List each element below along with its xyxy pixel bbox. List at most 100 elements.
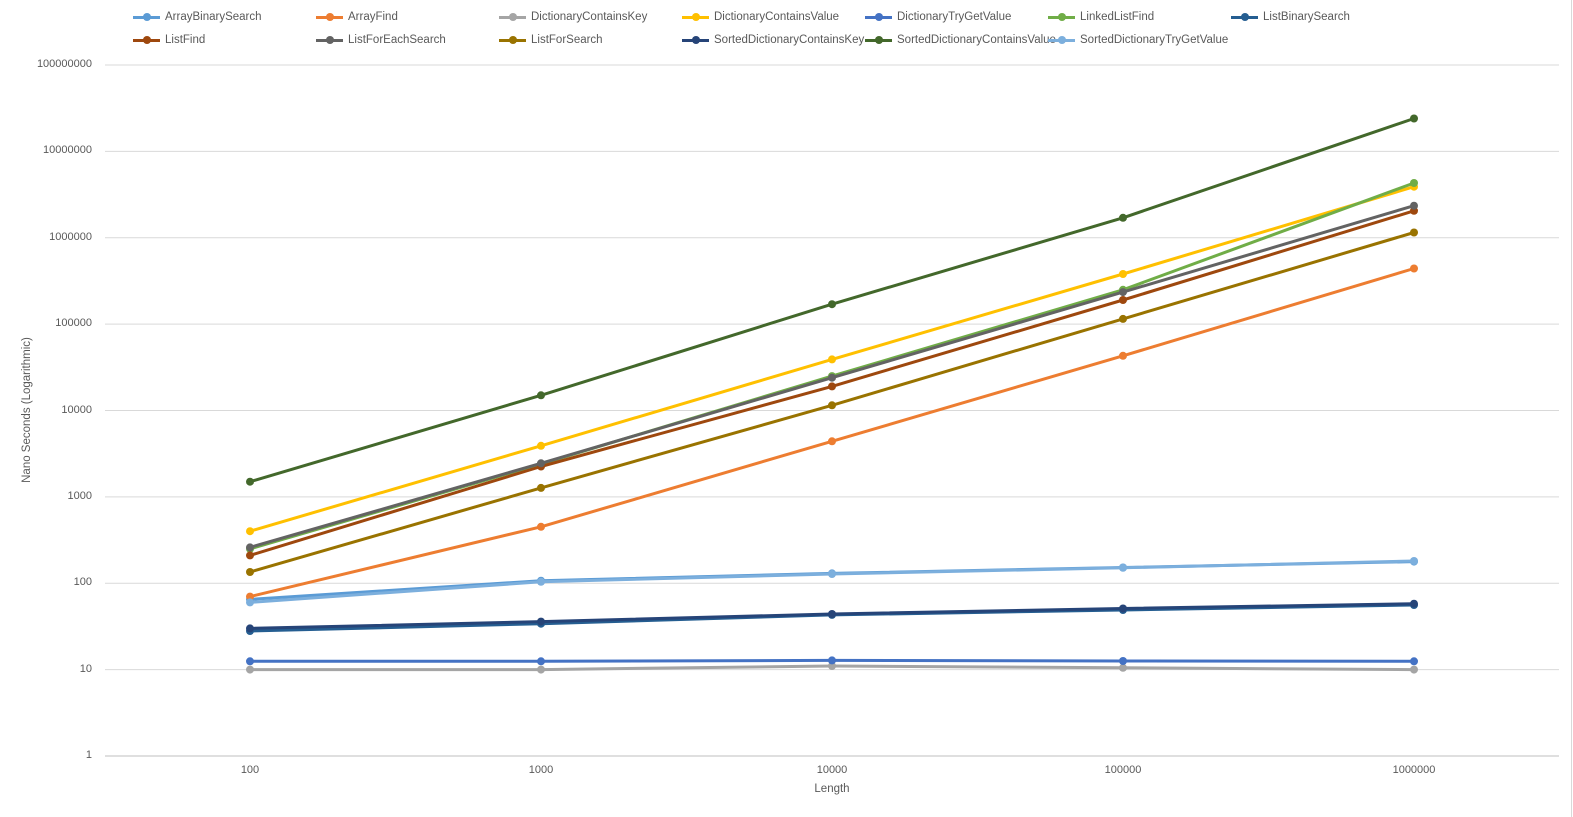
legend-dot-icon: [142, 13, 151, 21]
data-point-ListForEachSearch-1000000: [1410, 201, 1418, 210]
data-point-ListFind-100000: [1119, 296, 1127, 304]
series-line-ArrayFind[interactable]: [248, 267, 1416, 599]
x-tick-label-100000: 100000: [1104, 764, 1142, 776]
data-point-DictionaryContainsValue-1000: [537, 441, 545, 450]
data-point-DictionaryContainsKey-100: [246, 665, 254, 674]
data-point-SortedDictionaryContainsValue-100000: [1119, 213, 1127, 222]
legend-item-SortedDictionaryTryGetValue[interactable]: SortedDictionaryTryGetValue: [1048, 30, 1231, 50]
x-tick-label-10000: 10000: [816, 764, 848, 776]
legend-item-SortedDictionaryContainsValue[interactable]: SortedDictionaryContainsValue: [865, 30, 1056, 50]
series-line-ArrayBinarySearch[interactable]: [248, 560, 1416, 601]
legend-item-LinkedListFind[interactable]: LinkedListFind: [1048, 7, 1231, 27]
legend-line-marker-icon: [1048, 13, 1075, 21]
data-point-ListForSearch-10000: [828, 401, 836, 410]
legend-label: ListForSearch: [531, 34, 603, 46]
y-tick-label-1000: 1000: [67, 489, 92, 502]
legend-dot-icon: [874, 36, 883, 44]
legend-line-marker-icon: [133, 36, 160, 44]
data-point-ListForEachSearch-10000: [828, 373, 836, 382]
legend-dot-icon: [691, 36, 700, 44]
legend-item-DictionaryContainsValue[interactable]: DictionaryContainsValue: [682, 7, 865, 27]
data-point-SortedDictionaryContainsKey-1000000: [1410, 599, 1418, 608]
legend-item-ListFind[interactable]: ListFind: [133, 30, 316, 50]
y-tick-label-10: 10: [79, 662, 92, 675]
data-point-SortedDictionaryContainsKey-10000: [828, 610, 836, 618]
y-tick-label-100000: 100000: [55, 317, 92, 330]
legend-item-ListBinarySearch[interactable]: ListBinarySearch: [1231, 7, 1414, 27]
data-point-DictionaryContainsKey-10000: [828, 662, 836, 670]
legend-line-marker-icon: [316, 36, 343, 44]
legend-item-ListForEachSearch[interactable]: ListForEachSearch: [316, 30, 499, 50]
legend-dot-icon: [508, 36, 517, 44]
data-point-ListForSearch-100: [246, 568, 254, 576]
legend-label: DictionaryContainsKey: [531, 11, 648, 23]
legend-item-ArrayFind[interactable]: ArrayFind: [316, 7, 499, 27]
data-point-LinkedListFind-1000000: [1410, 179, 1418, 187]
legend-label: DictionaryContainsValue: [714, 11, 840, 23]
legend-dot-icon: [1240, 13, 1249, 21]
legend-line-marker-icon: [499, 36, 526, 44]
legend-line-marker-icon: [865, 36, 892, 44]
legend-dot-icon: [325, 36, 334, 44]
legend-label: SortedDictionaryTryGetValue: [1080, 34, 1229, 46]
data-point-ListForSearch-1000000: [1410, 228, 1418, 237]
data-point-ArrayFind-100000: [1119, 351, 1127, 360]
data-point-SortedDictionaryContainsKey-100: [246, 624, 254, 633]
legend-line-marker-icon: [133, 13, 160, 21]
data-point-DictionaryTryGetValue-100000: [1119, 657, 1127, 665]
legend-item-DictionaryTryGetValue[interactable]: DictionaryTryGetValue: [865, 7, 1048, 27]
data-point-ArrayFind-10000: [828, 437, 836, 446]
data-point-ListForSearch-1000: [537, 483, 545, 492]
data-point-ListFind-10000: [828, 382, 836, 391]
legend-line-marker-icon: [682, 36, 709, 44]
legend-item-SortedDictionaryContainsKey[interactable]: SortedDictionaryContainsKey: [682, 30, 865, 50]
legend-dot-icon: [325, 13, 334, 21]
data-point-SortedDictionaryContainsKey-100000: [1119, 604, 1127, 613]
data-point-DictionaryTryGetValue-10000: [828, 656, 836, 665]
legend-label: ArrayFind: [348, 11, 398, 23]
legend-line-marker-icon: [1048, 36, 1075, 44]
legend-item-ArrayBinarySearch[interactable]: ArrayBinarySearch: [133, 7, 316, 27]
data-point-DictionaryContainsKey-100000: [1119, 663, 1127, 672]
data-point-ListForEachSearch-100: [246, 543, 254, 552]
legend-dot-icon: [1057, 36, 1066, 44]
data-point-ListForEachSearch-1000: [537, 459, 545, 468]
y-tick-label-100000000: 100000000: [36, 58, 92, 70]
legend-item-DictionaryContainsKey[interactable]: DictionaryContainsKey: [499, 7, 682, 27]
legend-line-marker-icon: [499, 13, 526, 21]
series-line-SortedDictionaryContainsValue[interactable]: [248, 117, 1416, 484]
data-point-SortedDictionaryTryGetValue-1000000: [1410, 557, 1418, 565]
data-point-DictionaryContainsValue-100: [246, 527, 254, 536]
data-point-ListForSearch-100000: [1119, 314, 1127, 323]
legend-line-marker-icon: [682, 13, 709, 21]
data-point-SortedDictionaryContainsValue-10000: [828, 300, 836, 309]
legend-label: ListFind: [165, 34, 206, 46]
data-point-ListForEachSearch-100000: [1119, 288, 1127, 297]
data-point-DictionaryContainsValue-10000: [828, 355, 836, 364]
legend-label: SortedDictionaryContainsValue: [897, 34, 1056, 46]
data-point-SortedDictionaryContainsKey-1000: [537, 617, 545, 626]
data-point-ArrayFind-100: [246, 592, 254, 601]
data-point-DictionaryTryGetValue-100: [246, 657, 254, 666]
y-tick-label-10000000: 10000000: [43, 144, 92, 157]
data-point-ArrayFind-1000000: [1410, 264, 1418, 273]
data-point-DictionaryContainsKey-1000: [537, 665, 545, 674]
legend-label: SortedDictionaryContainsKey: [714, 34, 865, 46]
y-tick-label-1000000: 1000000: [49, 230, 92, 243]
data-point-SortedDictionaryTryGetValue-100000: [1119, 563, 1127, 572]
legend-dot-icon: [142, 36, 151, 44]
legend-label: ArrayBinarySearch: [165, 11, 262, 23]
legend-item-ListForSearch[interactable]: ListForSearch: [499, 30, 682, 50]
legend-line-marker-icon: [1231, 13, 1258, 21]
data-point-ListFind-100: [246, 551, 254, 560]
data-point-SortedDictionaryContainsValue-1000: [537, 391, 545, 400]
series-line-SortedDictionaryTryGetValue[interactable]: [248, 559, 1416, 604]
data-point-SortedDictionaryTryGetValue-1000: [537, 577, 545, 586]
legend-line-marker-icon: [865, 13, 892, 21]
data-point-DictionaryTryGetValue-1000000: [1410, 657, 1418, 666]
y-tick-label-1: 1: [85, 749, 92, 761]
data-point-SortedDictionaryTryGetValue-10000: [828, 570, 836, 578]
data-point-DictionaryContainsKey-1000000: [1410, 665, 1418, 674]
legend-label: ListForEachSearch: [348, 34, 446, 46]
